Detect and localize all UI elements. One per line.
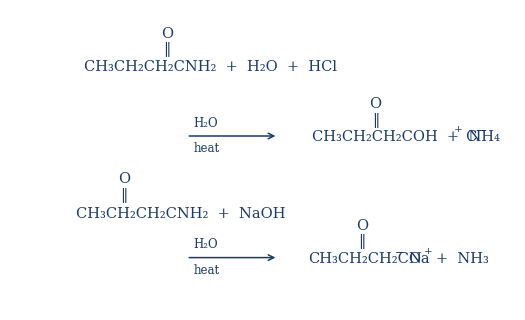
Text: Na: Na xyxy=(408,252,430,266)
Text: O: O xyxy=(118,172,130,186)
Text: CH₃CH₂CH₂CNH₂  +  NaOH: CH₃CH₂CH₂CNH₂ + NaOH xyxy=(76,207,286,221)
Text: H₂O: H₂O xyxy=(193,238,218,251)
Text: CH₃CH₂CH₂CO: CH₃CH₂CH₂CO xyxy=(308,252,421,266)
Text: +: + xyxy=(454,125,462,134)
Text: O: O xyxy=(161,27,173,41)
Text: ‖: ‖ xyxy=(359,234,366,249)
Text: H₂O: H₂O xyxy=(193,117,218,130)
Text: ‖: ‖ xyxy=(372,113,379,127)
Text: Cl: Cl xyxy=(465,130,481,144)
Text: ‖: ‖ xyxy=(120,188,128,203)
Text: CH₃CH₂CH₂COH  +  NH₄: CH₃CH₂CH₂COH + NH₄ xyxy=(312,130,500,144)
Text: CH₃CH₂CH₂CNH₂  +  H₂O  +  HCl: CH₃CH₂CH₂CNH₂ + H₂O + HCl xyxy=(84,60,337,74)
Text: −: − xyxy=(477,123,487,136)
Text: O: O xyxy=(356,219,369,233)
Text: ‖: ‖ xyxy=(163,42,171,57)
Text: +  NH₃: + NH₃ xyxy=(436,252,489,266)
Text: −: − xyxy=(395,245,405,258)
Text: O: O xyxy=(369,97,382,111)
Text: heat: heat xyxy=(193,142,219,155)
Text: heat: heat xyxy=(193,264,219,277)
Text: +: + xyxy=(424,247,432,256)
